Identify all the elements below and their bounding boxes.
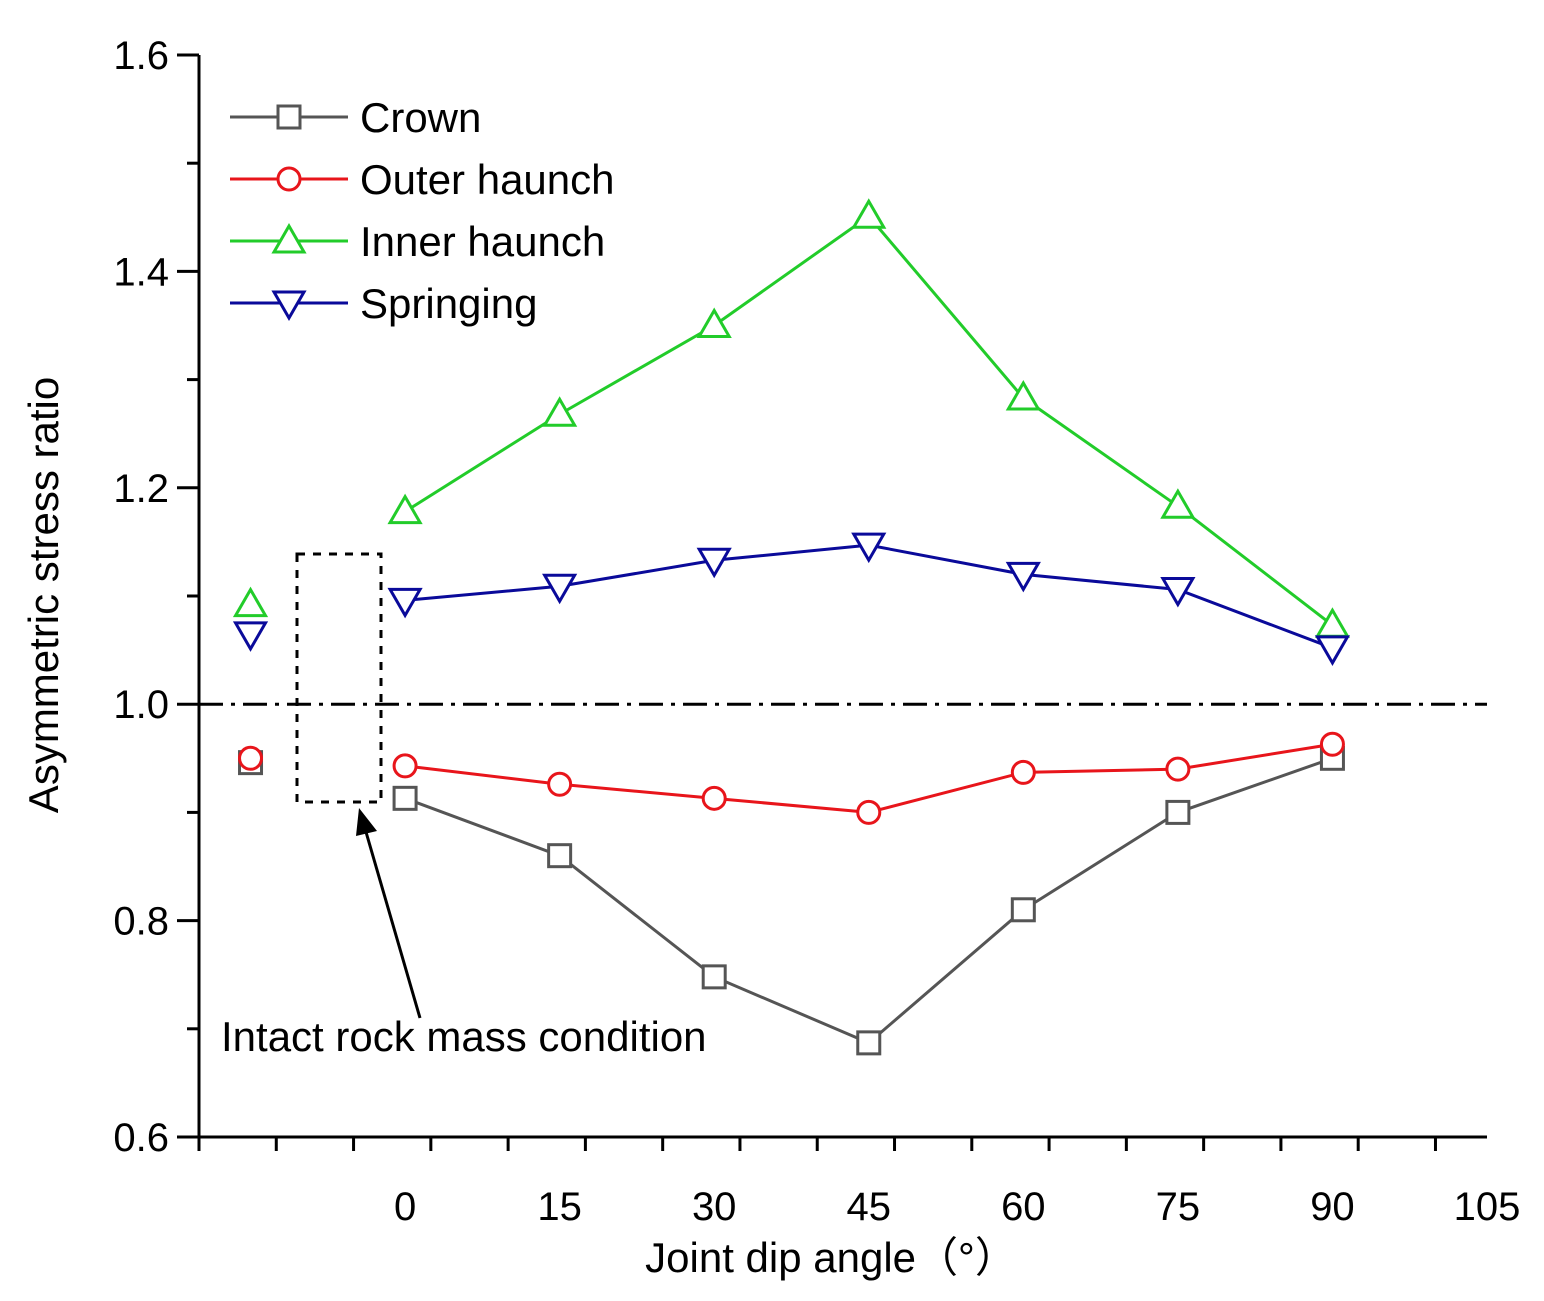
- series-line: [404, 214, 1334, 627]
- data-point: [856, 1030, 882, 1056]
- data-point: [856, 799, 882, 825]
- series-outer-haunch: [392, 731, 1345, 825]
- legend-marker: [271, 222, 307, 254]
- data-point: [392, 785, 418, 811]
- data-point: [1010, 759, 1036, 785]
- legend-label: Springing: [360, 280, 537, 327]
- legend-marker: [276, 104, 302, 130]
- data-point: [1005, 379, 1041, 411]
- annotation-arrow-line: [364, 831, 422, 1019]
- legend-marker: [276, 166, 302, 192]
- y-tick-label: 1.2: [113, 467, 169, 511]
- intact-point-springing: [232, 621, 269, 652]
- legend-item-springing: Springing: [230, 280, 537, 327]
- x-tick-label: 15: [537, 1185, 582, 1229]
- legend-item-outer-haunch: Outer haunch: [230, 156, 615, 203]
- data-point: [696, 307, 732, 338]
- data-point: [387, 493, 423, 525]
- data-point: [1165, 799, 1191, 825]
- data-point: [1160, 488, 1196, 519]
- intact-dotted-box: [295, 552, 383, 804]
- data-point: [1165, 756, 1191, 782]
- y-axis-title: Asymmetric stress ratio: [20, 377, 67, 813]
- y-tick-label: 0.8: [113, 900, 169, 944]
- x-tick-label: 45: [847, 1185, 892, 1229]
- data-point: [547, 843, 573, 869]
- data-point: [851, 198, 887, 229]
- series-springing: [387, 532, 1351, 666]
- x-tick-label: 75: [1156, 1185, 1201, 1229]
- y-tick-label: 1.6: [113, 34, 169, 78]
- intact-condition-annotation: Intact rock mass condition: [221, 1013, 707, 1060]
- data-point: [1319, 731, 1345, 757]
- x-axis-title: Joint dip angle（°）: [645, 1234, 1017, 1281]
- data-point: [696, 547, 732, 579]
- data-point: [1314, 635, 1351, 666]
- x-tick-label: 60: [1001, 1185, 1046, 1229]
- data-point: [851, 532, 887, 564]
- data-point: [392, 753, 418, 779]
- data-point: [547, 771, 573, 797]
- data-point: [1010, 897, 1036, 923]
- y-tick-label: 1.0: [113, 683, 169, 727]
- legend-marker: [271, 290, 307, 322]
- data-point: [1160, 577, 1196, 608]
- series-inner-haunch: [387, 198, 1351, 638]
- data-point: [1005, 561, 1041, 593]
- legend-item-inner-haunch: Inner haunch: [230, 218, 605, 265]
- annotation-arrow-head: [356, 808, 377, 836]
- data-point: [701, 964, 727, 990]
- legend-label: Outer haunch: [360, 156, 615, 203]
- y-tick-label: 0.6: [113, 1116, 169, 1160]
- y-tick-label: 1.4: [113, 250, 169, 294]
- data-point: [1314, 607, 1351, 638]
- x-tick-label: 0: [394, 1185, 416, 1229]
- data-point: [542, 396, 578, 427]
- data-point: [701, 785, 727, 811]
- legend-item-crown: Crown: [230, 94, 481, 141]
- legend-label: Inner haunch: [360, 218, 605, 265]
- intact-point-inner-haunch: [232, 586, 269, 618]
- x-tick-label: 105: [1454, 1185, 1521, 1229]
- x-tick-label: 90: [1310, 1185, 1355, 1229]
- intact-point-outer-haunch: [238, 745, 264, 771]
- series-crown: [392, 745, 1345, 1056]
- data-point: [387, 587, 423, 619]
- data-point: [542, 573, 578, 605]
- legend-label: Crown: [360, 94, 481, 141]
- x-tick-label: 30: [692, 1185, 737, 1229]
